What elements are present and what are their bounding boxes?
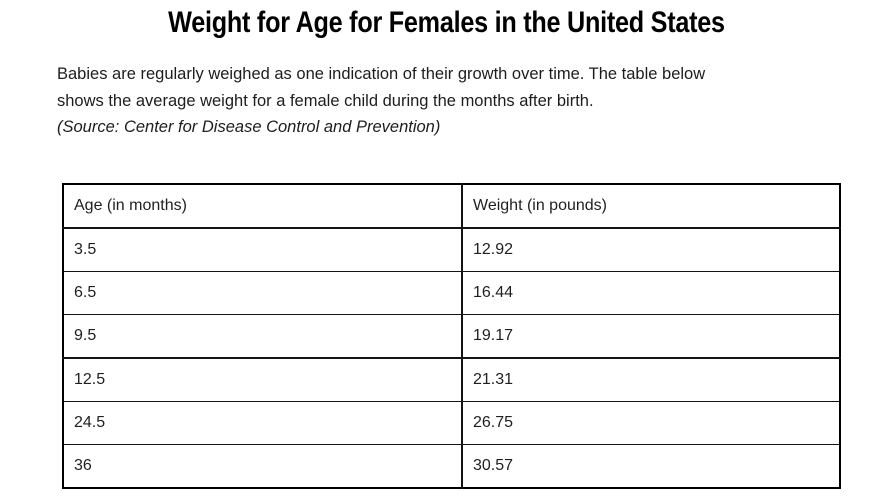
age-cell: 9.5 — [62, 314, 463, 359]
age-cell: 24.5 — [62, 401, 463, 445]
weight-cell: 26.75 — [461, 401, 841, 445]
table-row: 12.5 21.31 — [62, 357, 841, 402]
weight-cell: 21.31 — [461, 357, 841, 402]
age-cell: 36 — [62, 444, 463, 489]
column-header-weight: Weight (in pounds) — [461, 183, 841, 229]
table-header-row: Age (in months) Weight (in pounds) — [62, 183, 841, 229]
page-title: Weight for Age for Females in the United… — [168, 6, 725, 39]
weight-cell: 30.57 — [461, 444, 841, 489]
intro-line-1: Babies are regularly weighed as one indi… — [57, 65, 706, 83]
source-citation: (Source: Center for Disease Control and … — [57, 118, 441, 136]
weight-cell: 16.44 — [461, 271, 841, 315]
weight-cell: 12.92 — [461, 227, 841, 272]
intro-line-2: shows the average weight for a female ch… — [57, 91, 594, 110]
age-cell: 3.5 — [62, 227, 463, 272]
weight-for-age-table: Age (in months) Weight (in pounds) 3.5 1… — [62, 183, 841, 489]
age-cell: 12.5 — [62, 357, 463, 402]
age-cell: 6.5 — [62, 271, 463, 315]
column-header-age: Age (in months) — [62, 183, 463, 229]
intro-paragraph: Babies are regularly weighed as one indi… — [57, 61, 705, 141]
table-row: 24.5 26.75 — [62, 401, 841, 445]
table-row: 3.5 12.92 — [62, 227, 841, 272]
weight-cell: 19.17 — [461, 314, 841, 359]
table-row: 9.5 19.17 — [62, 314, 841, 359]
table-row: 36 30.57 — [62, 444, 841, 489]
table-row: 6.5 16.44 — [62, 271, 841, 315]
